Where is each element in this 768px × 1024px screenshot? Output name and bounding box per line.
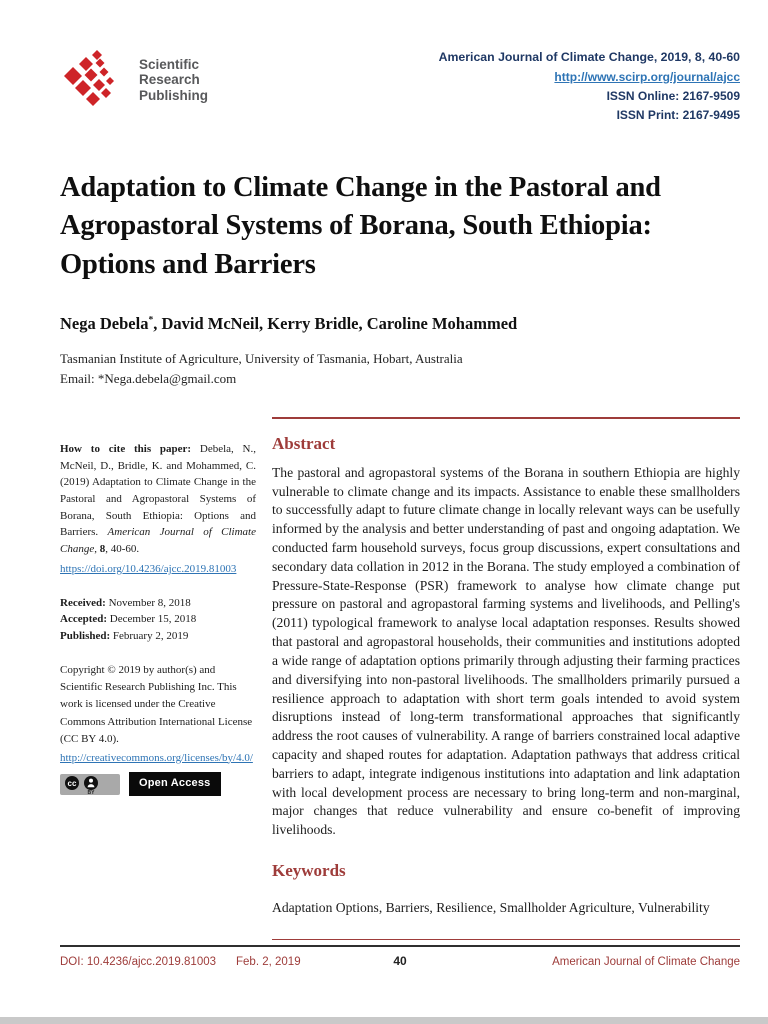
published-row: Published: February 2, 2019 [60,628,256,645]
cite-text: Debela, N., McNeil, D., Bridle, K. and M… [60,442,257,539]
authors-line: Nega Debela*, David McNeil, Kerry Bridle… [60,314,740,334]
doi-link[interactable]: https://doi.org/10.4236/ajcc.2019.81003 [60,562,237,575]
issn-print: ISSN Print: 2167-9495 [616,108,740,123]
received-row: Received: November 8, 2018 [60,595,256,612]
affiliation-line: Tasmanian Institute of Agriculture, Univ… [60,350,463,366]
article-title: Adaptation to Climate Change in the Past… [60,172,661,280]
keywords-text: Adaptation Options, Barriers, Resilience… [272,900,710,916]
received-value: November 8, 2018 [108,596,191,609]
abstract-heading: Abstract [272,433,336,453]
publisher-name: Scientific Research Publishing [139,57,208,102]
sidebar-metadata: How to cite this paper: Debela, N., McNe… [60,417,256,940]
email-label: Email: [60,370,98,386]
publisher-name-line: Research [139,72,200,88]
publisher-logo: Scientific Research Publishing [60,48,208,112]
scirp-diamonds-icon [64,50,114,106]
abstract-column: Abstract The pastoral and agropastoral s… [272,416,740,940]
cite-label: How to cite this paper: [60,442,200,455]
received-label: Received: [60,596,109,609]
footer-left-group: DOI: 10.4236/ajcc.2019.81003 Feb. 2, 201… [60,956,393,968]
publisher-name-line: Scientific [139,57,200,73]
email-line: Email: *Nega.debela@gmail.com [60,371,740,387]
footer-divider [60,945,740,947]
page-number: 40 [393,954,407,968]
cite-separator: , [94,543,100,556]
footer-date: Feb. 2, 2019 [236,956,301,968]
published-value: February 2, 2019 [112,629,189,642]
journal-info-block: American Journal of Climate Change, 2019… [439,48,740,125]
content-columns: How to cite this paper: Debela, N., McNe… [60,416,740,940]
abstract-text: The pastoral and agropastoral systems of… [272,464,740,838]
license-badges: cc BY Open Access [60,772,256,797]
authors-rest: , David McNeil, Kerry Bridle, Caroline M… [153,313,518,333]
cite-pages: , 40-60. [105,543,140,556]
accepted-value: December 15, 2018 [109,613,197,626]
section-divider-bottom [272,938,740,940]
issn-online: ISSN Online: 2167-9509 [606,88,740,103]
cite-journal-name: American Journal of Climate Change [60,526,256,556]
cite-volume: 8 [99,543,106,556]
footer-row: DOI: 10.4236/ajcc.2019.81003 Feb. 2, 201… [60,947,740,968]
svg-text:cc: cc [68,779,77,788]
how-to-cite-paragraph: How to cite this paper: Debela, N., McNe… [60,441,256,558]
page-footer: DOI: 10.4236/ajcc.2019.81003 Feb. 2, 201… [60,945,740,1024]
article-dates: Received: November 8, 2018 Accepted: Dec… [60,595,256,645]
author-asterisk: * [148,315,154,326]
author-first: Nega Debela [60,313,149,333]
journal-url-link[interactable]: http://www.scirp.org/journal/ajcc [554,69,740,84]
viewer-bottom-edge [0,1017,768,1024]
publisher-name-line: Publishing [139,87,208,103]
email-value: *Nega.debela@gmail.com [97,370,237,386]
page-header: Scientific Research Publishing American … [60,48,740,125]
creative-commons-link[interactable]: http://creativecommons.org/licenses/by/4… [60,751,253,764]
cc-by-text: BY [88,790,96,795]
open-access-badge[interactable]: Open Access [129,772,221,797]
accepted-row: Accepted: December 15, 2018 [60,611,256,628]
footer-journal-name: American Journal of Climate Change [552,956,741,968]
journal-citation-line: American Journal of Climate Change, 2019… [438,50,740,64]
published-label: Published: [60,629,113,642]
keywords-heading: Keywords [272,861,346,881]
copyright-notice: Copyright © 2019 by author(s) and Scient… [60,663,253,746]
section-divider-top [272,416,740,419]
footer-doi: DOI: 10.4236/ajcc.2019.81003 [60,956,217,968]
cc-by-badge-icon[interactable]: cc BY [60,773,120,795]
accepted-label: Accepted: [60,613,110,626]
